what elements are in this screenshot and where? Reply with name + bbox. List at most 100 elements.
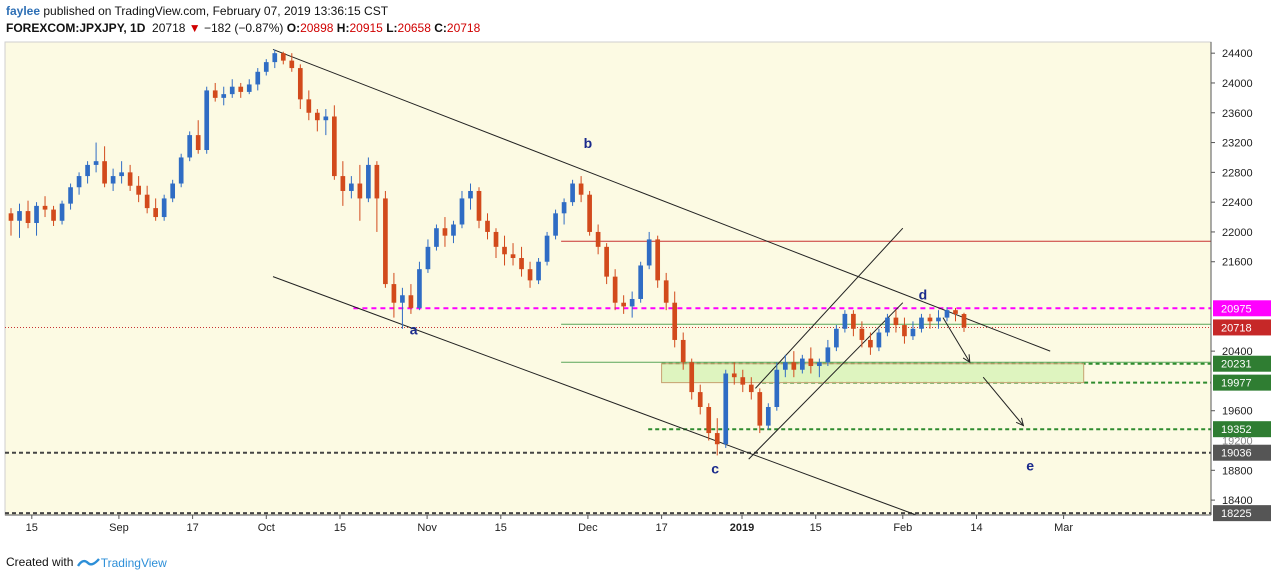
author-name[interactable]: faylee [6,4,41,18]
candle [936,310,941,329]
forecast-arrow-1-head [962,354,971,364]
candle [451,220,456,244]
high-value: 20915 [349,21,383,35]
candle [476,187,482,229]
candle [485,213,490,240]
support-zone [661,363,1085,384]
candle-body [417,269,422,308]
candle [782,354,788,378]
forecast-arrow-2-head [1015,417,1025,427]
candle-body [502,246,507,255]
price-tick-label: 19600 [1222,406,1253,418]
candle-body [127,172,133,186]
low-label: L: [386,21,398,35]
candle [502,235,507,266]
tradingview-logo-icon [76,558,100,567]
rising-wedge-lower [748,302,904,460]
price-label-box [1213,505,1271,522]
high-label: H: [336,21,350,35]
candle-body [136,185,141,195]
candle-body [340,176,346,191]
candle [323,109,329,136]
price-tick-label: 22400 [1222,197,1253,209]
candle-body [374,164,380,199]
candle-body [553,213,558,236]
price-label-box [1213,300,1271,317]
plot-area[interactable] [4,41,1212,516]
candle-body [153,208,158,218]
candle [42,196,48,218]
candle-body [8,213,14,221]
candle [851,310,856,337]
candle-body [408,295,414,308]
time-tick-label: Sep [109,522,129,534]
candle-body [936,317,941,322]
price-tick-label: 18400 [1222,495,1253,507]
candle-body [953,310,958,314]
candle [663,272,669,311]
candle [366,157,371,203]
ohlc-line: FOREXCOM:JPXJPY, 1D 20718 ▼ −182 (−0.87%… [6,21,480,35]
price-chart[interactable]: a b c d e 24400 24000 23600 23200 22800 22400 2200… [0,40,1274,545]
candle [68,183,73,210]
candle-body [527,269,533,281]
candle [357,164,363,221]
candle-body [544,235,550,262]
candle [306,90,312,121]
candle [953,307,958,322]
candle-body [238,86,244,92]
candle [893,310,899,333]
candle-body [400,295,405,303]
candle [638,261,644,303]
time-tick-label: Mar [1054,522,1073,534]
candle-body [34,205,39,224]
candle [553,209,558,240]
candle-body [808,358,814,367]
last-price: 20718 [152,21,186,35]
price-tick-label: 23200 [1222,138,1253,150]
candle [434,224,439,251]
low-value: 20658 [397,21,431,35]
candle-body [885,317,890,333]
price-label-20975: 20975 [1221,303,1252,315]
candle [868,332,873,355]
candle [527,261,533,288]
tradingview-brand[interactable]: TradingView [100,555,167,570]
candle-body [366,164,371,199]
candle [8,208,14,236]
wave-label-c: c [711,460,719,476]
candle-body [76,176,82,188]
candle-body [102,161,107,184]
candle [680,332,686,370]
candle [765,403,771,430]
candle [612,269,618,311]
candle [919,313,924,333]
candle [161,194,167,221]
candle-body [851,313,856,329]
candle [570,179,575,206]
candle [621,295,626,314]
candle-body [17,211,22,221]
time-tick-label: Nov [417,522,437,534]
candle-body [578,183,584,195]
candle [519,246,524,277]
price-label-19352: 19352 [1221,424,1252,436]
candle-body [451,224,456,236]
candle [25,200,31,229]
candle-body [246,84,252,92]
candle-body [834,328,839,348]
candle [536,258,541,285]
candle-body [927,317,933,322]
candle-body [93,161,99,165]
candle [825,339,831,367]
price-tick-label: 22800 [1222,167,1253,179]
candle-body [306,99,312,113]
candle [944,307,950,322]
candle [85,161,90,184]
candle [144,185,150,214]
candle-body [902,325,907,337]
candle [961,312,967,332]
candle-body [774,369,780,407]
candle-body [748,384,754,393]
candle [510,243,516,266]
